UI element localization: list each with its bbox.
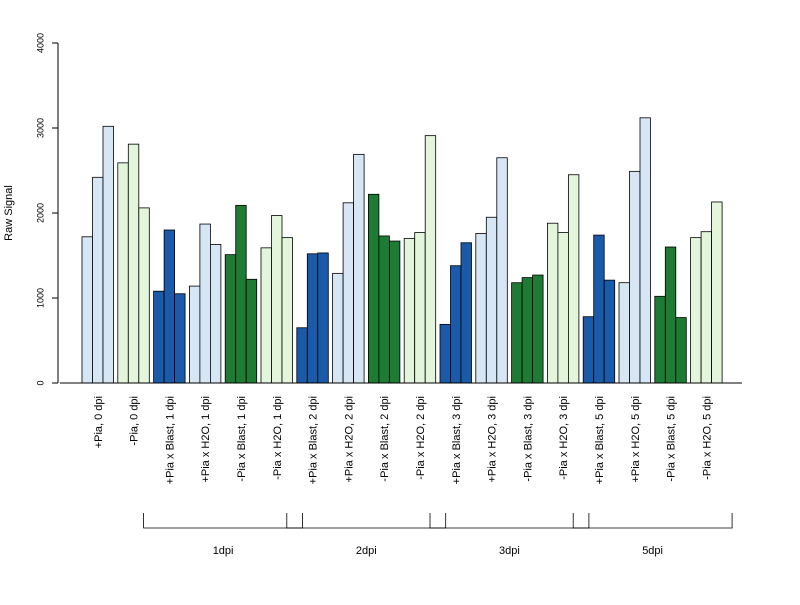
bar — [245, 278, 258, 384]
group-label: 3dpi — [499, 545, 520, 557]
group-label: 1dpi — [213, 545, 234, 557]
bar — [199, 223, 211, 384]
bar — [224, 254, 237, 384]
category-label: -Pia, 0 dpi — [129, 396, 141, 446]
group-bracket — [143, 513, 303, 529]
bar — [388, 240, 401, 384]
bar — [138, 207, 150, 384]
category-label: -Pia x H2O, 5 dpi — [701, 396, 713, 480]
bar — [593, 234, 605, 384]
bar — [235, 204, 247, 384]
bar — [485, 216, 498, 384]
category-label: +Pia x Blast, 3 dpi — [451, 396, 463, 484]
bar — [174, 293, 186, 384]
bar — [439, 323, 451, 384]
y-tick-label: 2000 — [35, 203, 45, 223]
bar — [153, 290, 165, 384]
bar — [675, 317, 687, 384]
bar — [475, 232, 487, 384]
category-label: +Pia x H2O, 1 dpi — [200, 396, 212, 483]
category-label: -Pia x Blast, 3 dpi — [522, 396, 534, 482]
category-label: +Pia x H2O, 5 dpi — [630, 396, 642, 483]
bar — [353, 153, 365, 384]
bar — [450, 265, 462, 384]
category-label: -Pia x Blast, 5 dpi — [666, 396, 678, 482]
bar — [511, 282, 523, 384]
group-label: 2dpi — [356, 545, 377, 557]
bar — [639, 117, 651, 384]
bar — [618, 282, 630, 384]
bar — [209, 244, 222, 384]
y-tick-label: 0 — [35, 380, 45, 385]
bar — [127, 143, 140, 384]
bar — [367, 193, 380, 384]
bar — [568, 174, 580, 384]
bar — [532, 274, 544, 384]
bar — [521, 277, 533, 384]
bars-layer — [81, 117, 723, 384]
category-label: +Pia x H2O, 3 dpi — [487, 396, 499, 483]
bar — [306, 253, 319, 384]
category-label: -Pia x Blast, 1 dpi — [236, 396, 248, 482]
bar — [260, 247, 272, 384]
bar — [378, 235, 390, 384]
bar — [102, 125, 114, 384]
group-bracket — [572, 513, 733, 529]
bar — [424, 135, 437, 384]
bar — [317, 252, 329, 384]
bar — [163, 229, 176, 384]
bar — [188, 285, 201, 384]
bar — [690, 237, 702, 384]
bar — [117, 162, 129, 384]
bar — [700, 231, 712, 384]
axis-layer: 0 1000 2000 3000 4000 — [35, 33, 742, 386]
bar — [296, 327, 308, 384]
bar — [664, 246, 677, 384]
bar — [654, 295, 666, 384]
group-bracket — [286, 513, 447, 529]
bar — [332, 272, 344, 384]
category-label: -Pia x H2O, 3 dpi — [558, 396, 570, 480]
bar — [496, 157, 508, 384]
bar — [342, 202, 355, 384]
labels-layer: +Pia, 0 dpi -Pia, 0 dpi +Pia x Blast, 1 dp… — [93, 396, 714, 484]
category-label: +Pia x Blast, 2 dpi — [308, 396, 320, 484]
category-label: +Pia, 0 dpi — [93, 396, 105, 448]
bar — [603, 279, 616, 384]
category-label: +Pia x Blast, 5 dpi — [594, 396, 606, 484]
group-label: 5dpi — [642, 545, 663, 557]
bar — [281, 237, 293, 384]
y-axis-title: Raw Signal — [3, 185, 15, 241]
bar — [711, 201, 723, 384]
group-bracket — [429, 513, 590, 529]
y-tick-label: 3000 — [35, 118, 45, 138]
category-label: +Pia x H2O, 2 dpi — [343, 396, 355, 483]
category-label: -Pia x H2O, 1 dpi — [272, 396, 284, 480]
category-label: -Pia x H2O, 2 dpi — [415, 396, 427, 480]
y-tick-label: 1000 — [35, 288, 45, 308]
bar — [557, 232, 569, 384]
bar — [403, 238, 416, 384]
bar — [271, 215, 283, 384]
category-label: +Pia x Blast, 1 dpi — [164, 396, 176, 484]
bar — [460, 242, 472, 384]
category-label: -Pia x Blast, 2 dpi — [379, 396, 391, 482]
bar — [629, 170, 641, 384]
bar — [81, 236, 93, 384]
bar — [547, 222, 559, 384]
bar — [414, 232, 426, 384]
y-tick-label: 4000 — [35, 33, 45, 53]
bar — [582, 316, 595, 384]
bar — [92, 176, 104, 384]
groups-layer: 1dpi 2dpi 3dpi 5dpi — [143, 513, 733, 557]
